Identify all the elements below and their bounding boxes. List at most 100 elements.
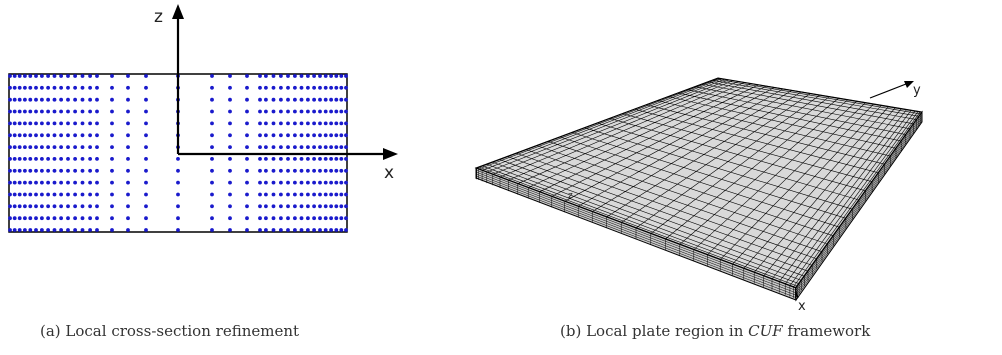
node-dot bbox=[245, 109, 249, 114]
node-dot bbox=[329, 204, 333, 209]
refinement-nodes bbox=[8, 74, 348, 232]
node-dot bbox=[66, 121, 70, 126]
node-dot bbox=[110, 97, 114, 102]
node-dot bbox=[279, 85, 283, 90]
node-dot bbox=[312, 85, 316, 90]
node-dot bbox=[73, 121, 77, 126]
node-dot bbox=[144, 97, 148, 102]
node-dot bbox=[258, 216, 262, 221]
x-axis-label: x bbox=[384, 163, 394, 183]
node-dot bbox=[95, 168, 99, 173]
node-dot bbox=[293, 180, 297, 185]
node-dot bbox=[88, 157, 92, 161]
node-dot bbox=[323, 109, 328, 114]
node-dot bbox=[323, 192, 328, 197]
node-dot bbox=[210, 168, 214, 173]
node-dot bbox=[59, 204, 63, 209]
node-dot bbox=[28, 157, 33, 161]
node-dot bbox=[344, 109, 348, 114]
node-dot bbox=[23, 85, 27, 90]
node-dot bbox=[40, 192, 44, 197]
node-dot bbox=[88, 74, 92, 78]
node-dot bbox=[12, 228, 17, 232]
node-dot bbox=[59, 168, 63, 173]
mesh-line bbox=[715, 78, 921, 115]
node-dot bbox=[95, 216, 99, 221]
node-dot bbox=[228, 204, 232, 209]
plate-mesh-diagram: y x z bbox=[474, 77, 923, 310]
node-dot bbox=[271, 192, 276, 197]
node-dot bbox=[176, 180, 180, 185]
node-dot bbox=[228, 97, 232, 102]
node-dot bbox=[46, 145, 50, 150]
node-dot bbox=[110, 192, 114, 197]
node-dot bbox=[306, 204, 310, 209]
mesh-line bbox=[486, 163, 802, 281]
node-dot bbox=[46, 192, 50, 197]
node-dot bbox=[144, 192, 148, 197]
node-dot bbox=[95, 157, 99, 161]
node-dot bbox=[73, 157, 77, 161]
node-dot bbox=[80, 192, 85, 197]
mesh-line bbox=[717, 77, 922, 113]
x-axis-arrowhead bbox=[383, 148, 398, 160]
node-dot bbox=[110, 121, 114, 126]
node-dot bbox=[52, 85, 57, 90]
node-dot bbox=[23, 228, 27, 232]
node-dot bbox=[12, 133, 17, 138]
node-dot bbox=[12, 204, 17, 209]
node-dot bbox=[306, 85, 310, 90]
node-dot bbox=[110, 216, 114, 221]
node-dot bbox=[144, 204, 148, 209]
node-dot bbox=[8, 228, 12, 232]
node-dot bbox=[339, 192, 344, 197]
node-dot bbox=[299, 216, 304, 221]
node-dot bbox=[293, 228, 297, 232]
node-dot bbox=[17, 216, 22, 221]
node-dot bbox=[95, 180, 99, 185]
node-dot bbox=[306, 145, 310, 150]
node-dot bbox=[312, 97, 316, 102]
node-dot bbox=[73, 97, 77, 102]
node-dot bbox=[271, 109, 276, 114]
node-dot bbox=[312, 204, 316, 209]
node-dot bbox=[73, 192, 77, 197]
mesh-line bbox=[622, 113, 873, 182]
node-dot bbox=[245, 97, 249, 102]
node-dot bbox=[88, 133, 92, 138]
node-dot bbox=[23, 74, 27, 78]
node-dot bbox=[271, 145, 276, 150]
mesh-line bbox=[515, 152, 817, 260]
node-dot bbox=[318, 145, 322, 150]
node-dot bbox=[286, 192, 290, 197]
node-dot bbox=[264, 168, 268, 173]
node-dot bbox=[40, 121, 44, 126]
node-dot bbox=[323, 121, 328, 126]
node-dot bbox=[40, 97, 44, 102]
node-dot bbox=[293, 133, 297, 138]
node-dot bbox=[329, 216, 333, 221]
node-dot bbox=[110, 74, 114, 78]
node-dot bbox=[46, 180, 50, 185]
node-dot bbox=[80, 85, 85, 90]
node-dot bbox=[73, 109, 77, 114]
node-dot bbox=[286, 133, 290, 138]
node-dot bbox=[34, 97, 38, 102]
node-dot bbox=[279, 121, 283, 126]
node-dot bbox=[40, 157, 44, 161]
node-dot bbox=[293, 145, 297, 150]
node-dot bbox=[210, 145, 214, 150]
node-dot bbox=[299, 97, 304, 102]
node-dot bbox=[339, 168, 344, 173]
node-dot bbox=[293, 97, 297, 102]
node-dot bbox=[329, 192, 333, 197]
node-dot bbox=[271, 228, 276, 232]
node-dot bbox=[323, 85, 328, 90]
node-dot bbox=[245, 157, 249, 161]
node-dot bbox=[126, 97, 130, 102]
node-dot bbox=[110, 145, 114, 150]
node-dot bbox=[318, 168, 322, 173]
node-dot bbox=[258, 97, 262, 102]
node-dot bbox=[23, 133, 27, 138]
node-dot bbox=[40, 204, 44, 209]
